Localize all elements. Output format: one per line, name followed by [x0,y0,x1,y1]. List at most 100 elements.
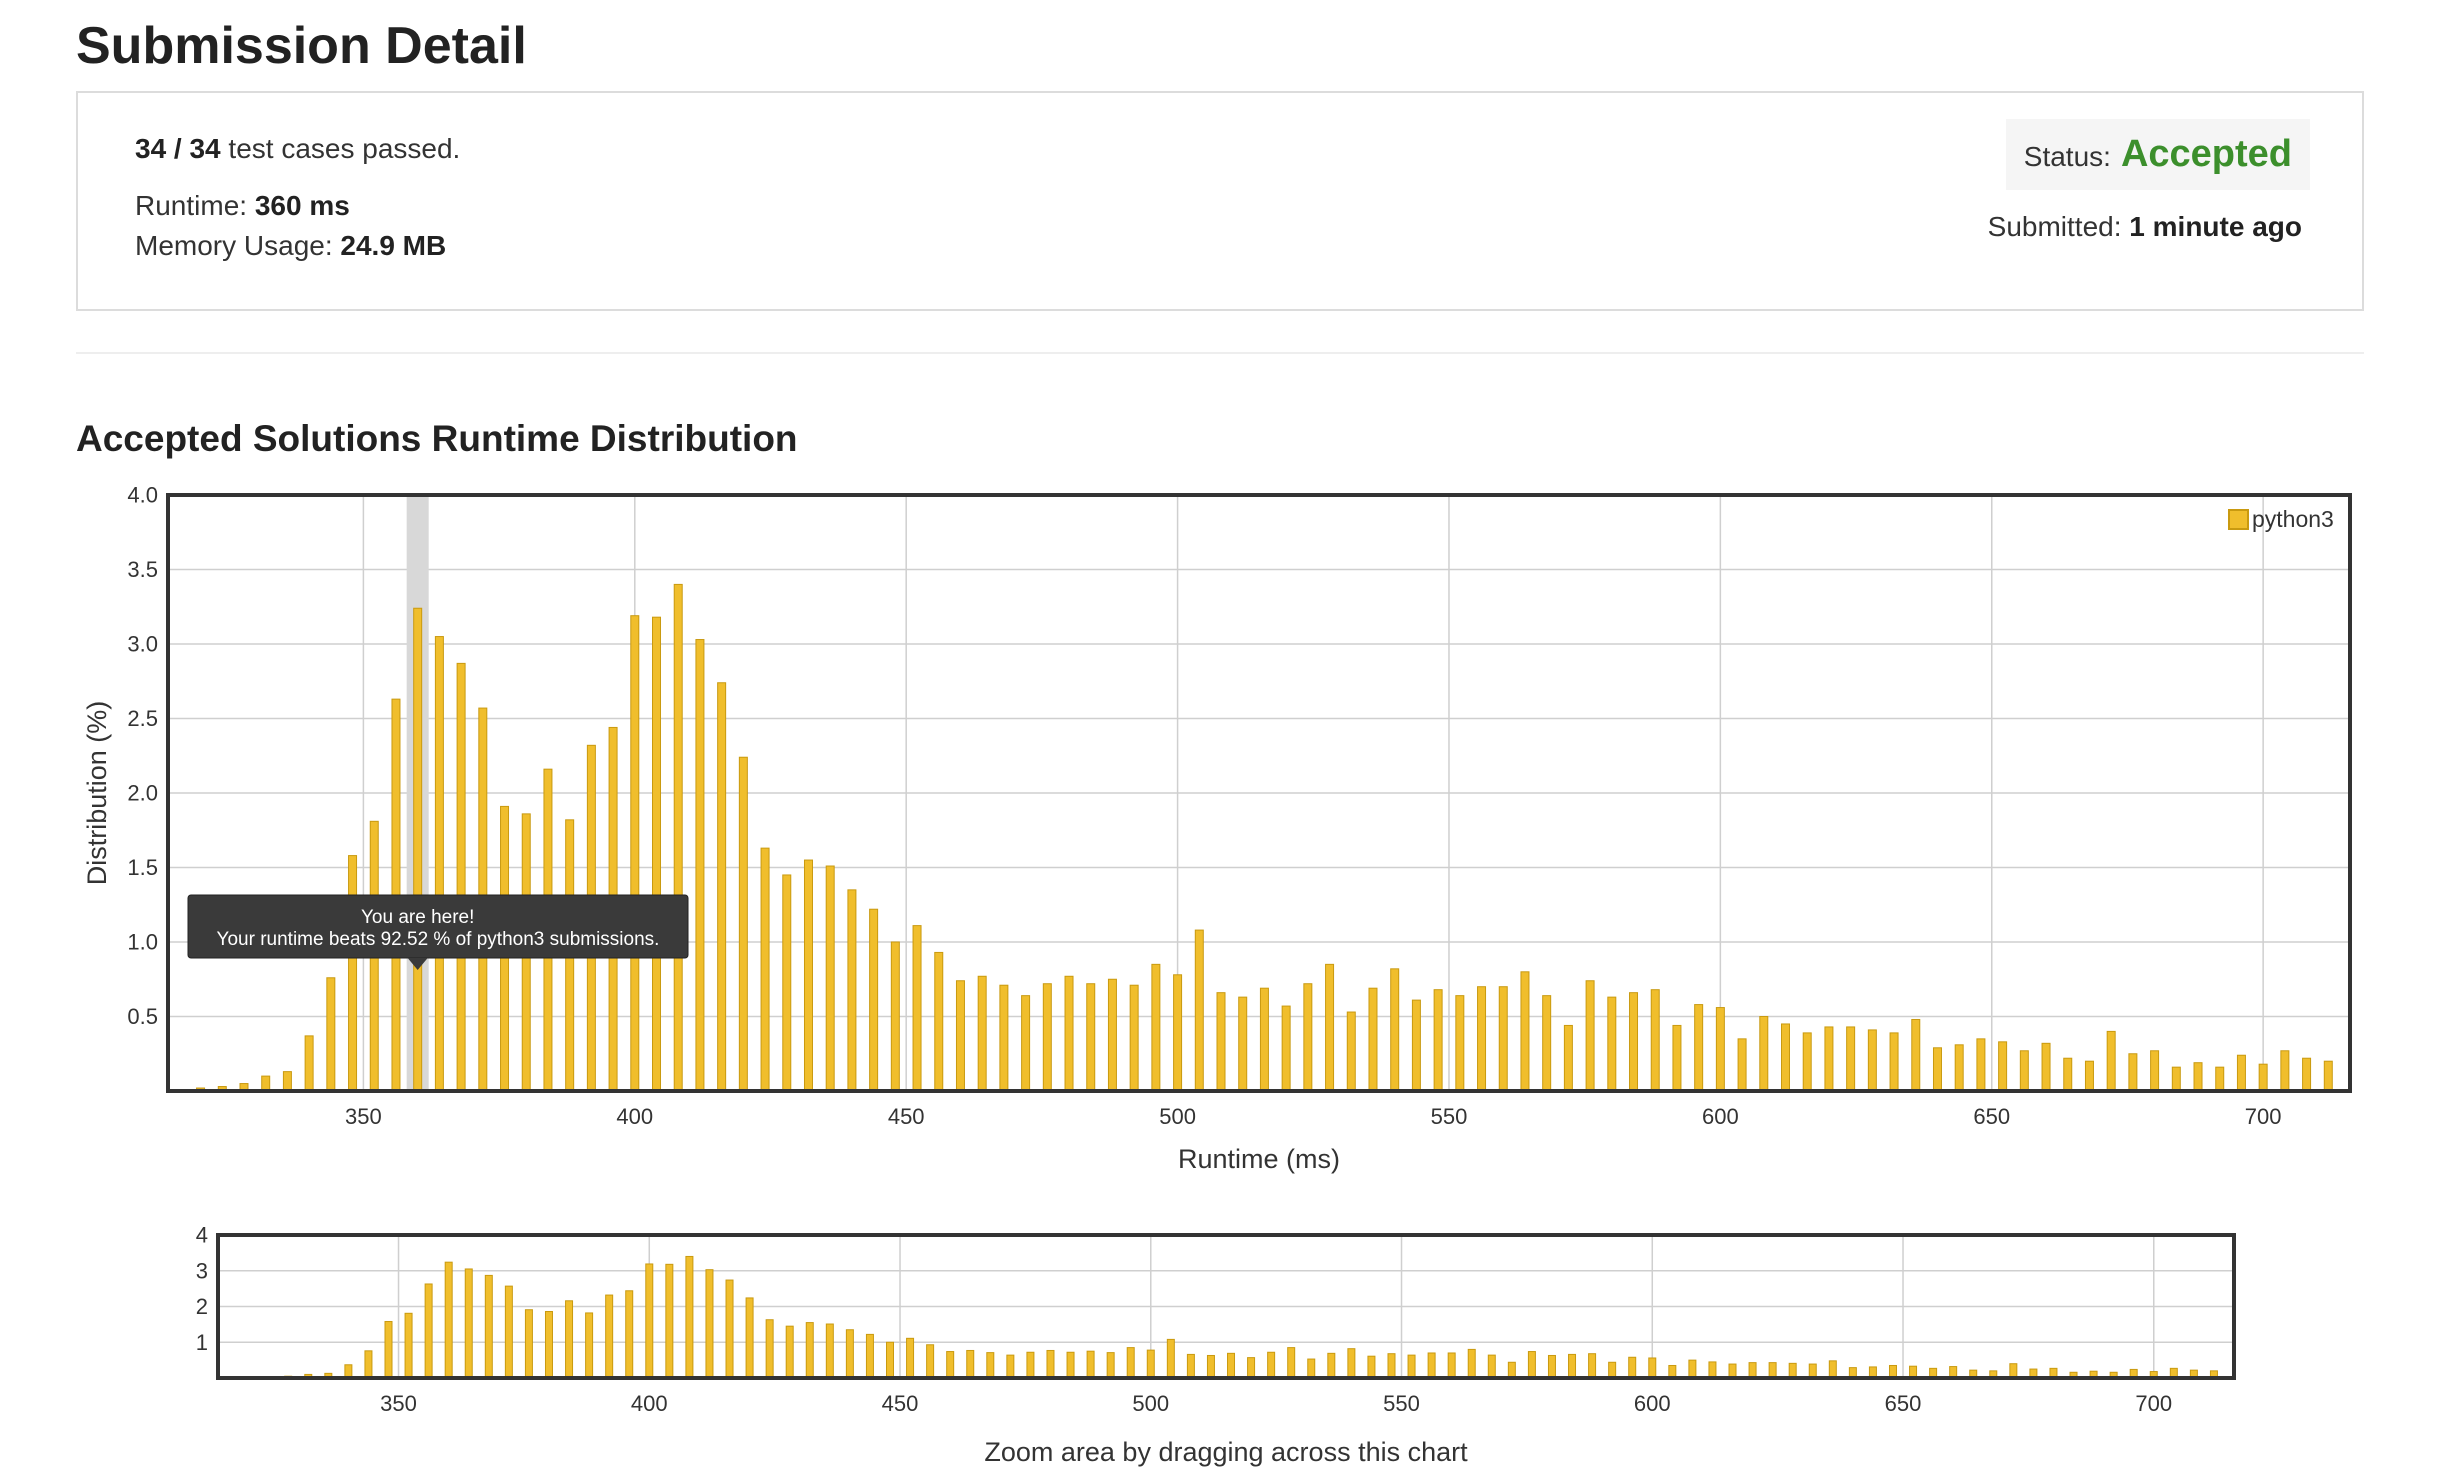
distribution-bar [1086,983,1096,1092]
zoom-navigator-chart[interactable]: 350 400 450 500 550 600 650 700 1 2 3 4 Zoom area by… [0,1220,2440,1470]
distribution-bar [1238,996,1248,1092]
x-tick-label: 550 [1383,1391,1420,1416]
legend-swatch [2228,509,2249,530]
distribution-bar [1227,1352,1236,1379]
distribution-bar [504,1285,513,1379]
distribution-bar [1325,963,1335,1092]
distribution-bar [1715,1007,1725,1092]
distribution-bar [738,756,748,1092]
distribution-bar [760,847,770,1092]
distribution-bar [1086,1350,1095,1379]
distribution-bar [977,975,987,1092]
runtime-distribution-chart[interactable]: 350 400 450 500 550 600 650 700 0.5 1.0 1.5 2.0 2.5 3… [0,460,2440,1190]
distribution-bar [1824,1026,1834,1092]
distribution-bar [865,1333,874,1379]
distribution-bar [1107,978,1117,1092]
distribution-bar [1006,1354,1015,1379]
distribution-bar [348,855,358,1092]
distribution-bar [645,1263,654,1379]
distribution-bar [1629,992,1639,1092]
x-tick-label: 350 [380,1391,417,1416]
submission-summary-panel: 34 / 34 test cases passed. Runtime: 360 … [76,91,2364,311]
distribution-bar [785,1325,794,1379]
distribution-bar [1390,968,1400,1092]
distribution-bar [1173,974,1183,1092]
y-tick-label: 3 [196,1258,208,1283]
distribution-bar [1427,1352,1436,1379]
distribution-bar [1146,1349,1155,1379]
distribution-bar [1542,995,1552,1092]
memory-value: 24.9 MB [340,230,447,261]
legend-label: python3 [2252,506,2334,532]
distribution-bar [1728,1363,1737,1379]
distribution-bar [765,1319,774,1379]
distribution-bar [869,908,879,1092]
distribution-bar [434,636,444,1092]
distribution-bar [926,1344,935,1379]
page-title: Submission Detail [76,17,527,75]
distribution-bar [404,1312,413,1379]
distribution-bar [1186,1353,1195,1379]
distribution-bar [364,1350,373,1379]
y-tick-label: 3.0 [127,632,158,657]
x-tick-label: 450 [882,1391,919,1416]
distribution-bar [1267,1351,1276,1379]
distribution-bar [1216,992,1226,1092]
distribution-bar [685,1255,694,1379]
distribution-bar [1527,1351,1536,1379]
distribution-bar [825,1323,834,1379]
plot-frame [166,493,2352,1093]
distribution-bar [1748,1362,1757,1379]
distribution-bar [1585,980,1595,1092]
distribution-bar [1788,1362,1797,1379]
distribution-bar [1194,929,1204,1092]
y-tick-label: 1 [196,1330,208,1355]
x-tick-label: 450 [888,1104,925,1129]
x-tick-label: 700 [2245,1104,2282,1129]
distribution-bar [464,1268,473,1379]
distribution-bar [1368,987,1378,1092]
distribution-bar [2236,1054,2246,1092]
distribution-bar [1608,1361,1617,1379]
memory-label: Memory Usage: [135,230,333,261]
submitted-label: Submitted: [1987,211,2122,242]
distribution-bar [1759,1016,1769,1092]
distribution-bar [999,984,1009,1092]
x-tick-label: 550 [1431,1104,1468,1129]
distribution-bar [2128,1053,2138,1092]
distribution-bar [2215,1066,2225,1092]
distribution-bar [912,925,922,1092]
distribution-bar [1367,1355,1376,1379]
distribution-bar [1347,1348,1356,1379]
x-tick-label: 600 [1702,1104,1739,1129]
distribution-bar [1781,1023,1791,1092]
distribution-bar [1477,986,1487,1092]
y-tick-label: 4 [196,1223,208,1248]
distribution-bar [886,1341,894,1379]
distribution-bar [1737,1038,1747,1092]
distribution-bar [585,1312,594,1379]
distribution-bar [1126,1347,1135,1379]
x-tick-label: 600 [1634,1391,1671,1416]
distribution-bar [424,1283,433,1379]
tooltip-box [187,894,689,959]
distribution-bar [625,1290,634,1379]
distribution-bar [1064,975,1074,1092]
distribution-bar [717,682,727,1092]
distribution-bar [484,1274,493,1379]
distribution-bar [2258,1063,2268,1092]
distribution-bar [384,1321,393,1379]
distribution-bar [705,1269,714,1379]
runtime-tooltip: You are here!Your runtime beats 92.52 % … [187,894,689,970]
section-title: Accepted Solutions Runtime Distribution [76,418,798,459]
distribution-bar [1694,1004,1704,1092]
distribution-bar [725,1279,734,1379]
distribution-bar [1026,1351,1035,1379]
y-tick-label: 4.0 [127,483,158,508]
distribution-bar [1346,1011,1356,1092]
plot-frame [216,1233,2236,1380]
distribution-bar [1129,984,1139,1092]
distribution-bar [304,1035,314,1092]
distribution-bar [282,1071,292,1092]
distribution-bar [413,607,423,1092]
